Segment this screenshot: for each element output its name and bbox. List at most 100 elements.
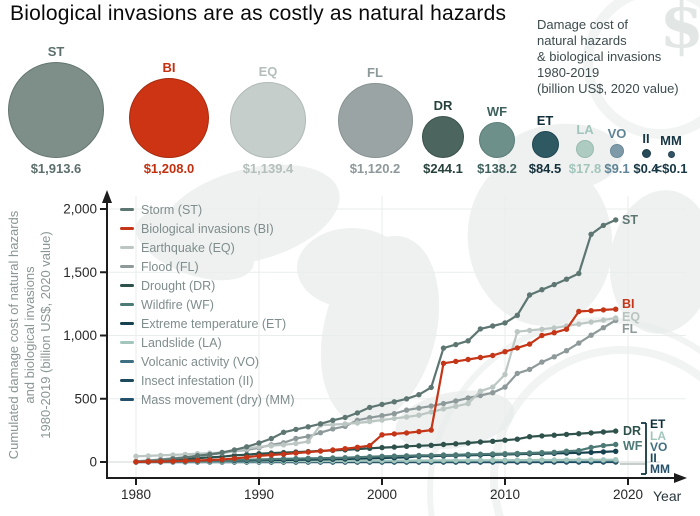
data-point-WF <box>539 449 545 456</box>
data-point-FL <box>379 413 385 419</box>
data-point-DR <box>391 444 397 450</box>
bubble-code-LA: LA <box>576 122 594 137</box>
bubble-ET <box>531 131 559 158</box>
note-line: Damage cost of <box>537 17 629 32</box>
data-point-ST <box>354 410 361 416</box>
data-point-EQ <box>293 440 299 447</box>
data-point-BI <box>576 308 582 315</box>
data-point-BI <box>157 458 164 465</box>
data-point-FL <box>490 390 496 396</box>
data-point-ST <box>244 444 250 450</box>
data-point-FL <box>563 348 570 354</box>
series-end-label-VO: VO <box>650 440 667 454</box>
data-point-EQ <box>539 326 545 332</box>
data-point-EQ <box>354 420 361 426</box>
data-point-FL <box>600 325 607 331</box>
legend-label-LA: Landslide (LA) <box>141 335 222 350</box>
data-point-ST <box>231 447 238 453</box>
data-point-EQ <box>268 443 274 449</box>
data-point-BI <box>514 345 520 351</box>
y-tick-label: 0 <box>89 455 97 470</box>
series-line-DR <box>135 430 616 463</box>
legend-marker-VO <box>120 360 134 363</box>
data-point-EQ <box>367 418 373 425</box>
data-point-LA <box>613 457 619 463</box>
data-point-WF <box>490 451 496 457</box>
data-point-ST <box>428 384 434 391</box>
data-point-DR <box>588 430 594 436</box>
bubble-code-MM: MM <box>660 133 682 148</box>
bubble-code-BI: BI <box>162 60 176 75</box>
map-blob <box>135 209 255 281</box>
data-point-ST <box>576 270 582 277</box>
series-line-BI <box>135 308 616 463</box>
data-point-WF <box>563 448 570 454</box>
data-point-ST <box>514 312 520 318</box>
data-point-ST <box>280 429 287 435</box>
data-point-DR <box>465 440 471 446</box>
data-point-DR <box>502 437 508 443</box>
data-point-FL <box>317 430 324 436</box>
data-point-DR <box>539 433 545 439</box>
x-axis-title: Year <box>653 488 682 504</box>
data-point-DR <box>403 443 410 449</box>
note-line: natural hazards <box>537 33 627 48</box>
data-point-BI <box>416 428 422 435</box>
data-point-ST <box>490 323 496 329</box>
data-point-ST <box>551 281 557 288</box>
data-point-DR <box>379 444 385 451</box>
data-point-LA <box>428 457 434 464</box>
data-point-WF <box>600 442 607 449</box>
data-point-WF <box>416 452 422 459</box>
data-point-BI <box>231 455 238 462</box>
data-point-BI <box>551 330 557 336</box>
legend-marker-WF <box>120 303 134 306</box>
bubble-MM <box>667 151 675 158</box>
bubble-value-MM: <$0.1 <box>654 161 688 176</box>
bubble-code-FL: FL <box>367 65 383 80</box>
data-point-WF <box>453 452 459 458</box>
bubble-value-ET: $84.5 <box>528 161 562 176</box>
data-point-LA <box>440 457 447 464</box>
data-point-BI <box>194 457 201 464</box>
legend-label-BI: Biological invasions (BI) <box>141 221 274 236</box>
bubble-code-ET: ET <box>536 113 554 128</box>
map-blob <box>467 154 613 326</box>
data-point-DR <box>526 434 533 440</box>
data-point-ST <box>367 404 373 411</box>
data-point-BI <box>526 341 533 347</box>
legend-item-EQ: Earthquake (EQ) <box>120 238 294 257</box>
legend-marker-DR <box>120 284 134 287</box>
data-point-LA <box>465 457 471 463</box>
data-point-EQ <box>330 421 336 428</box>
data-point-EQ <box>133 453 139 459</box>
data-point-LA <box>576 457 582 463</box>
data-point-WF <box>367 454 373 460</box>
data-point-EQ <box>551 325 557 331</box>
series-end-label-MM: MM <box>650 462 670 476</box>
data-point-ST <box>379 401 385 408</box>
data-point-ST <box>342 414 348 421</box>
y-axis-title-line: 1980-2019 (billion US$, 2020 value) <box>38 231 53 439</box>
legend-label-DR: Drought (DR) <box>141 278 216 293</box>
data-point-DR <box>428 442 434 448</box>
data-point-ST <box>502 320 508 326</box>
data-point-EQ <box>490 384 496 390</box>
data-point-EQ <box>157 452 164 459</box>
data-point-BI <box>219 456 225 463</box>
data-point-LA <box>416 457 422 464</box>
data-point-BI <box>440 360 447 366</box>
bubble-FL <box>337 83 413 158</box>
data-point-WF <box>379 453 385 459</box>
legend-marker-BI <box>120 227 134 230</box>
data-point-BI <box>477 354 484 361</box>
data-point-LA <box>453 457 459 464</box>
legend-item-BI: Biological invasions (BI) <box>120 219 294 238</box>
bubble-code-WF: WF <box>486 104 508 119</box>
data-point-FL <box>367 415 373 421</box>
y-tick-label: 1,500 <box>63 265 97 280</box>
map-blob <box>498 123 622 193</box>
data-point-LA <box>490 457 496 463</box>
data-point-WF <box>588 444 594 451</box>
